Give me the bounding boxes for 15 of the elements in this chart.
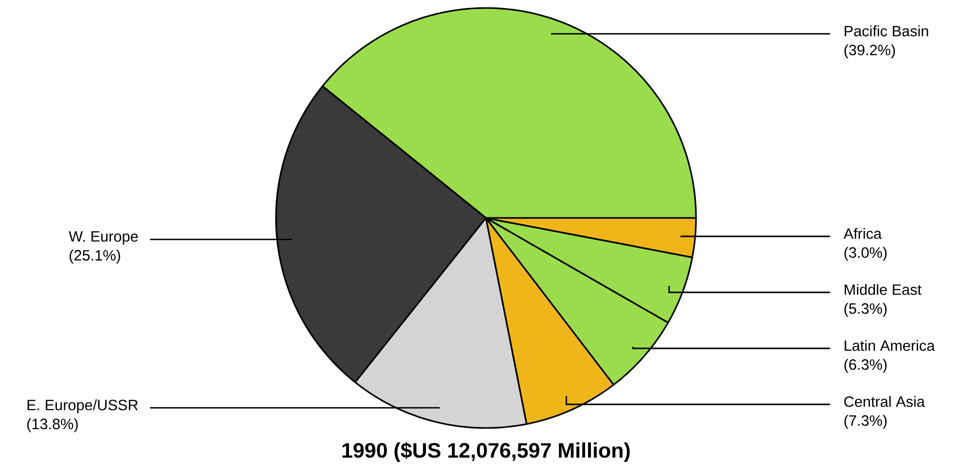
slice-label: Africa: [844, 228, 882, 239]
slice-label: Latin America: [844, 340, 935, 351]
slice-label: Middle East: [844, 284, 922, 295]
data-label: (39.2%): [844, 44, 895, 58]
data-label: (6.3%): [844, 358, 887, 373]
data-label: (5.3%): [844, 302, 887, 317]
slice-label: Pacific Basin: [844, 25, 928, 36]
data-label: (3.0%): [844, 246, 887, 261]
data-label: (13.8%): [27, 418, 78, 432]
text: 1990 ($US 12,076,597 Million): [342, 442, 630, 462]
slice-label: E. Europe/USSR: [28, 399, 138, 414]
data-label: (7.3%): [844, 414, 887, 429]
slice-label: Central Asia: [844, 396, 925, 407]
data-label: (25.1%): [70, 250, 120, 264]
slice-label: W. Europe: [68, 231, 138, 245]
